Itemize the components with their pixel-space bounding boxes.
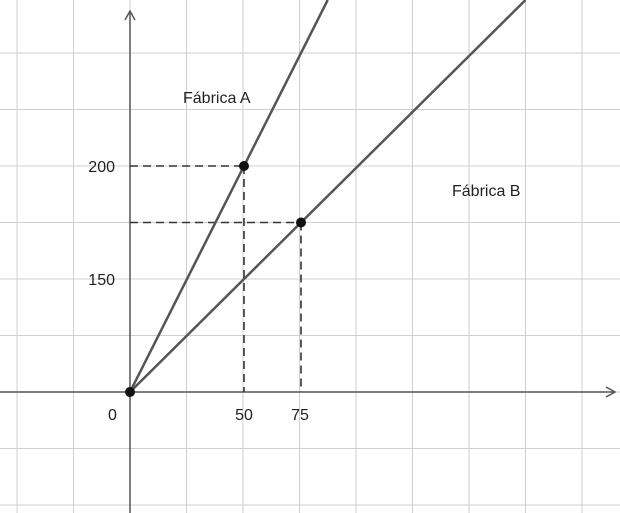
series-line-1 — [129, 0, 527, 393]
series-label-fabrica-a: Fábrica A — [183, 90, 251, 107]
y-tick-label-200: 200 — [88, 159, 115, 176]
data-point-2 — [125, 387, 135, 397]
y-tick-label-150: 150 — [88, 272, 115, 289]
series-line-0 — [128, 0, 329, 393]
axes — [0, 9, 617, 513]
series-lines — [128, 0, 527, 393]
x-tick-label-75: 75 — [291, 407, 309, 424]
series-label-fabrica-b: Fábrica B — [452, 183, 520, 200]
x-tick-label-50: 50 — [235, 407, 253, 424]
data-points — [125, 161, 306, 397]
x-tick-label-0: 0 — [108, 407, 117, 424]
data-point-0 — [239, 161, 249, 171]
data-point-1 — [296, 217, 306, 228]
x-axis-arrow — [605, 386, 617, 398]
y-axis-arrow — [124, 9, 136, 21]
